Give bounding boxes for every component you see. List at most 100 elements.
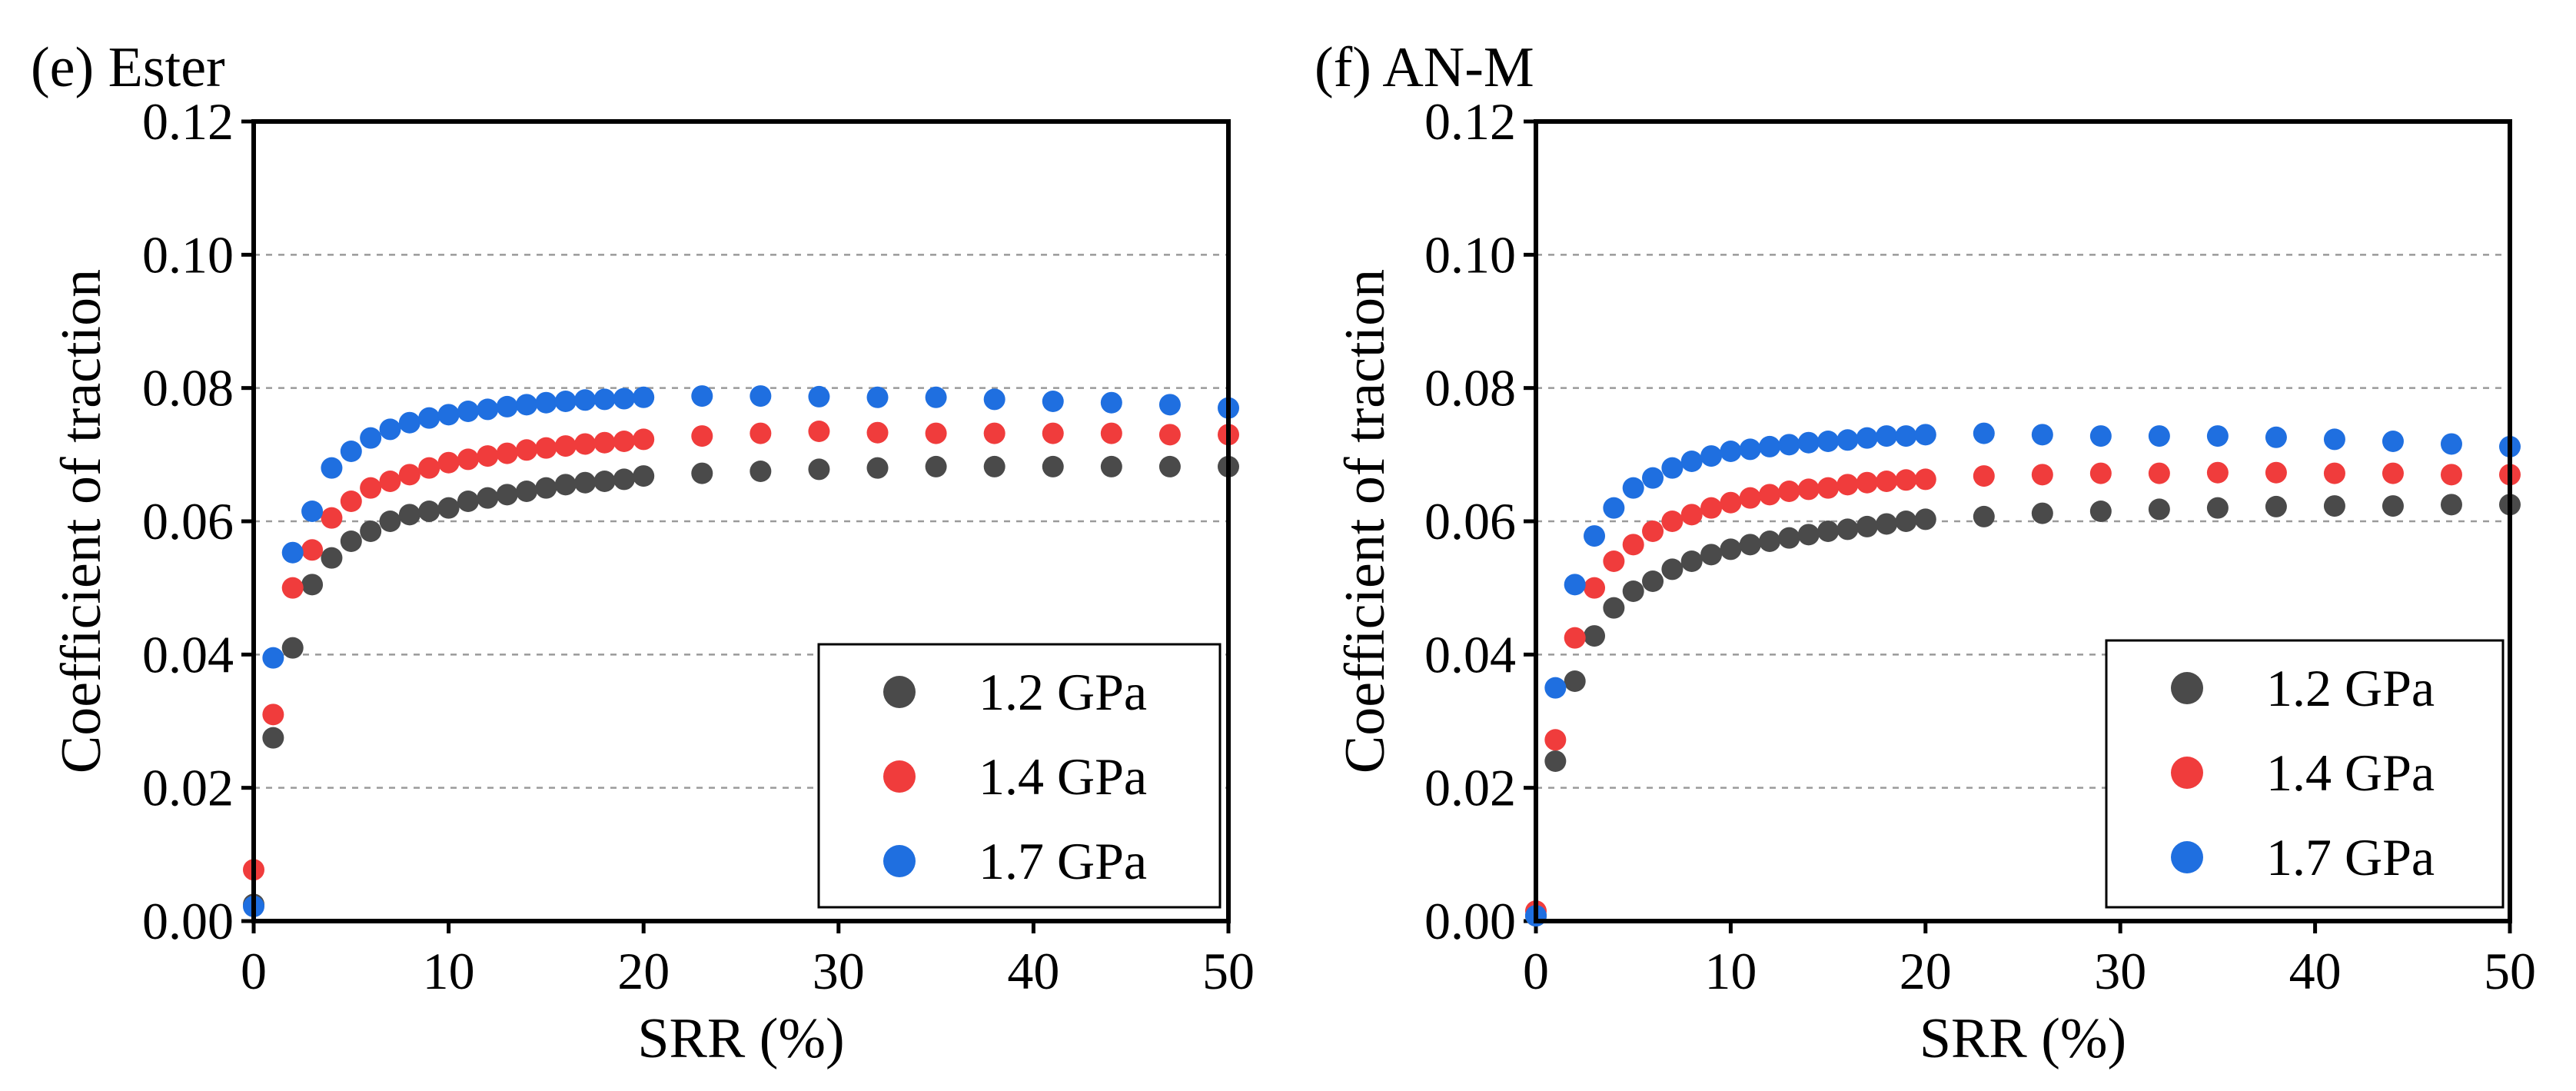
data-point	[1661, 457, 1684, 479]
data-point	[1042, 422, 1064, 444]
y-tick-label: 0.10	[142, 225, 234, 284]
x-tick-label: 10	[423, 942, 475, 1000]
data-point	[2089, 462, 2112, 484]
data-point	[1759, 484, 1781, 506]
data-point	[2148, 425, 2170, 447]
data-point	[1895, 425, 1917, 447]
data-point	[516, 481, 538, 502]
data-point	[262, 647, 284, 669]
data-point	[1720, 538, 1742, 560]
legend-label: 1.4 GPa	[2266, 743, 2435, 802]
y-tick-label: 0.06	[1424, 492, 1516, 550]
data-point	[633, 386, 655, 408]
data-point	[1642, 570, 1664, 592]
data-point	[2206, 497, 2229, 519]
y-tick-label: 0.00	[1424, 892, 1516, 950]
data-point	[437, 497, 460, 519]
panel-ester: (e) Ester 0.00 0.02 0.04 0.06 0.08 0.10 0.12 0 10…	[31, 36, 1255, 1070]
data-point	[398, 504, 420, 526]
y-tick-label: 0.08	[142, 359, 234, 417]
data-point	[1642, 521, 1664, 542]
data-point	[1876, 513, 1898, 535]
legend-marker	[883, 845, 916, 877]
data-point	[1158, 424, 1181, 446]
data-point	[2089, 425, 2112, 447]
data-point	[866, 457, 889, 479]
data-point	[340, 441, 362, 462]
data-point	[1895, 469, 1917, 491]
panel-an-m: (f) AN-M 0.00 0.02 0.04 0.06 0.08 0.10 0.12 0 10 2…	[1315, 36, 2536, 1070]
data-point	[1914, 424, 1936, 446]
data-point	[1856, 471, 1878, 494]
data-points	[1525, 422, 2521, 927]
data-point	[1817, 521, 1840, 542]
data-point	[574, 471, 597, 494]
data-point	[1584, 577, 1606, 599]
data-point	[1700, 445, 1723, 467]
data-point	[360, 477, 382, 499]
data-point	[1700, 544, 1723, 566]
data-point	[457, 401, 479, 422]
data-point	[613, 431, 635, 452]
data-point	[535, 391, 557, 414]
data-point	[262, 727, 284, 749]
data-point	[477, 487, 499, 509]
data-point	[574, 433, 597, 455]
data-point	[1100, 455, 1122, 477]
data-point	[2323, 462, 2345, 484]
data-point	[2323, 495, 2345, 517]
data-point	[983, 388, 1005, 411]
x-tick-label: 20	[1900, 942, 1952, 1000]
data-point	[593, 388, 616, 411]
data-point	[925, 455, 947, 477]
data-point	[1778, 481, 1800, 502]
data-point	[2382, 431, 2404, 452]
data-point	[1100, 422, 1122, 444]
data-point	[418, 457, 440, 479]
data-point	[1622, 534, 1644, 556]
data-point	[1797, 524, 1820, 546]
x-tick-label: 40	[2289, 942, 2342, 1000]
data-point	[1973, 465, 1995, 487]
data-point	[750, 461, 772, 482]
data-point	[301, 539, 324, 561]
y-axis-label: Coefficient of traction	[50, 269, 113, 773]
data-point	[1759, 531, 1781, 552]
data-point	[1100, 391, 1122, 414]
data-point	[691, 462, 713, 484]
data-point	[750, 385, 772, 407]
data-point	[398, 411, 420, 434]
x-tick-label: 20	[617, 942, 670, 1000]
legend-marker	[2171, 757, 2203, 789]
data-point	[477, 445, 499, 467]
data-point	[1564, 574, 1586, 596]
data-point	[1895, 511, 1917, 532]
legend-label: 1.2 GPa	[2266, 659, 2435, 717]
data-point	[1564, 670, 1586, 692]
data-point	[2265, 495, 2287, 517]
x-axis-label: SRR (%)	[637, 1007, 844, 1070]
data-point	[262, 703, 284, 726]
data-point	[1914, 468, 1936, 491]
data-point	[1720, 441, 1742, 462]
data-point	[1778, 527, 1800, 549]
y-axis-label: Coefficient of traction	[1334, 269, 1397, 773]
data-point	[1836, 474, 1859, 496]
plot-frame	[251, 119, 1231, 923]
data-point	[2265, 426, 2287, 448]
panel-label: (f) AN-M	[1315, 36, 1534, 99]
data-point	[1836, 429, 1859, 451]
data-point	[691, 385, 713, 407]
y-tick-label: 0.12	[1424, 92, 1516, 151]
data-point	[1603, 497, 1625, 519]
data-point	[379, 418, 401, 441]
data-point	[1817, 477, 1840, 499]
data-point	[633, 428, 655, 451]
data-point	[1817, 431, 1840, 452]
data-point	[1603, 550, 1625, 572]
data-point	[496, 484, 518, 506]
data-point	[457, 491, 479, 512]
data-point	[1622, 477, 1644, 499]
y-tick-label: 0.08	[1424, 359, 1516, 417]
data-point	[1680, 451, 1703, 472]
